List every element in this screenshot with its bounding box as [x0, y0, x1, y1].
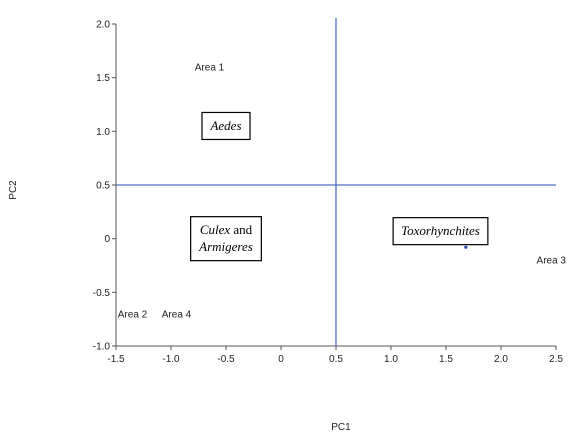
- group-box-border: [190, 216, 262, 262]
- data-point-marker: [464, 245, 468, 249]
- y-axis-ticks: -1.0 -0.5 0 0.5 1.0 1.5 2.0: [93, 20, 116, 353]
- group-boxes: Aedes Culex and Armigeres Toxorhynchites: [190, 111, 489, 262]
- y-tick-label: 1.5: [96, 73, 110, 84]
- group-label: Culex and: [200, 222, 253, 237]
- x-axis-label: PC1: [331, 422, 351, 432]
- reference-lines: [116, 18, 556, 346]
- group-label: Toxorhynchites: [401, 223, 480, 238]
- y-tick-label: -1.0: [93, 342, 111, 353]
- area-labels: Area 1 Area 2 Area 3 Area 4: [118, 62, 567, 320]
- x-tick-label: -0.5: [217, 354, 235, 365]
- group-box-border: [392, 217, 489, 246]
- y-tick-label: 1.0: [96, 127, 110, 138]
- y-axis-label: PC2: [8, 180, 19, 200]
- group-label: Armigeres: [198, 239, 253, 254]
- group-box: Aedes: [201, 111, 251, 141]
- x-tick-label: 2.5: [549, 354, 563, 365]
- area-label: Area 3: [537, 256, 567, 267]
- x-axis-ticks: -1.5 -1.0 -0.5 0 0.5 1.0 1.5 2.0 2.5: [107, 346, 563, 365]
- y-tick-label: 0.5: [96, 181, 110, 192]
- group-box: Culex and Armigeres: [190, 216, 262, 262]
- x-tick-label: -1.5: [107, 354, 125, 365]
- group-box-border: [201, 111, 251, 141]
- x-tick-label: 0: [278, 354, 284, 365]
- group-box: Toxorhynchites: [392, 217, 489, 246]
- x-tick-label: 2.0: [494, 354, 508, 365]
- y-tick-label: -0.5: [93, 288, 111, 299]
- x-tick-label: -1.0: [162, 354, 180, 365]
- area-label: Area 2: [118, 309, 148, 320]
- area-label: Area 1: [195, 62, 225, 73]
- group-label: Aedes: [209, 118, 241, 133]
- y-tick-label: 0: [104, 234, 110, 245]
- x-tick-label: 1.5: [439, 354, 453, 365]
- x-tick-label: 1.0: [384, 354, 398, 365]
- x-tick-label: 0.5: [329, 354, 343, 365]
- area-label: Area 4: [162, 309, 192, 320]
- y-tick-label: 2.0: [96, 20, 110, 31]
